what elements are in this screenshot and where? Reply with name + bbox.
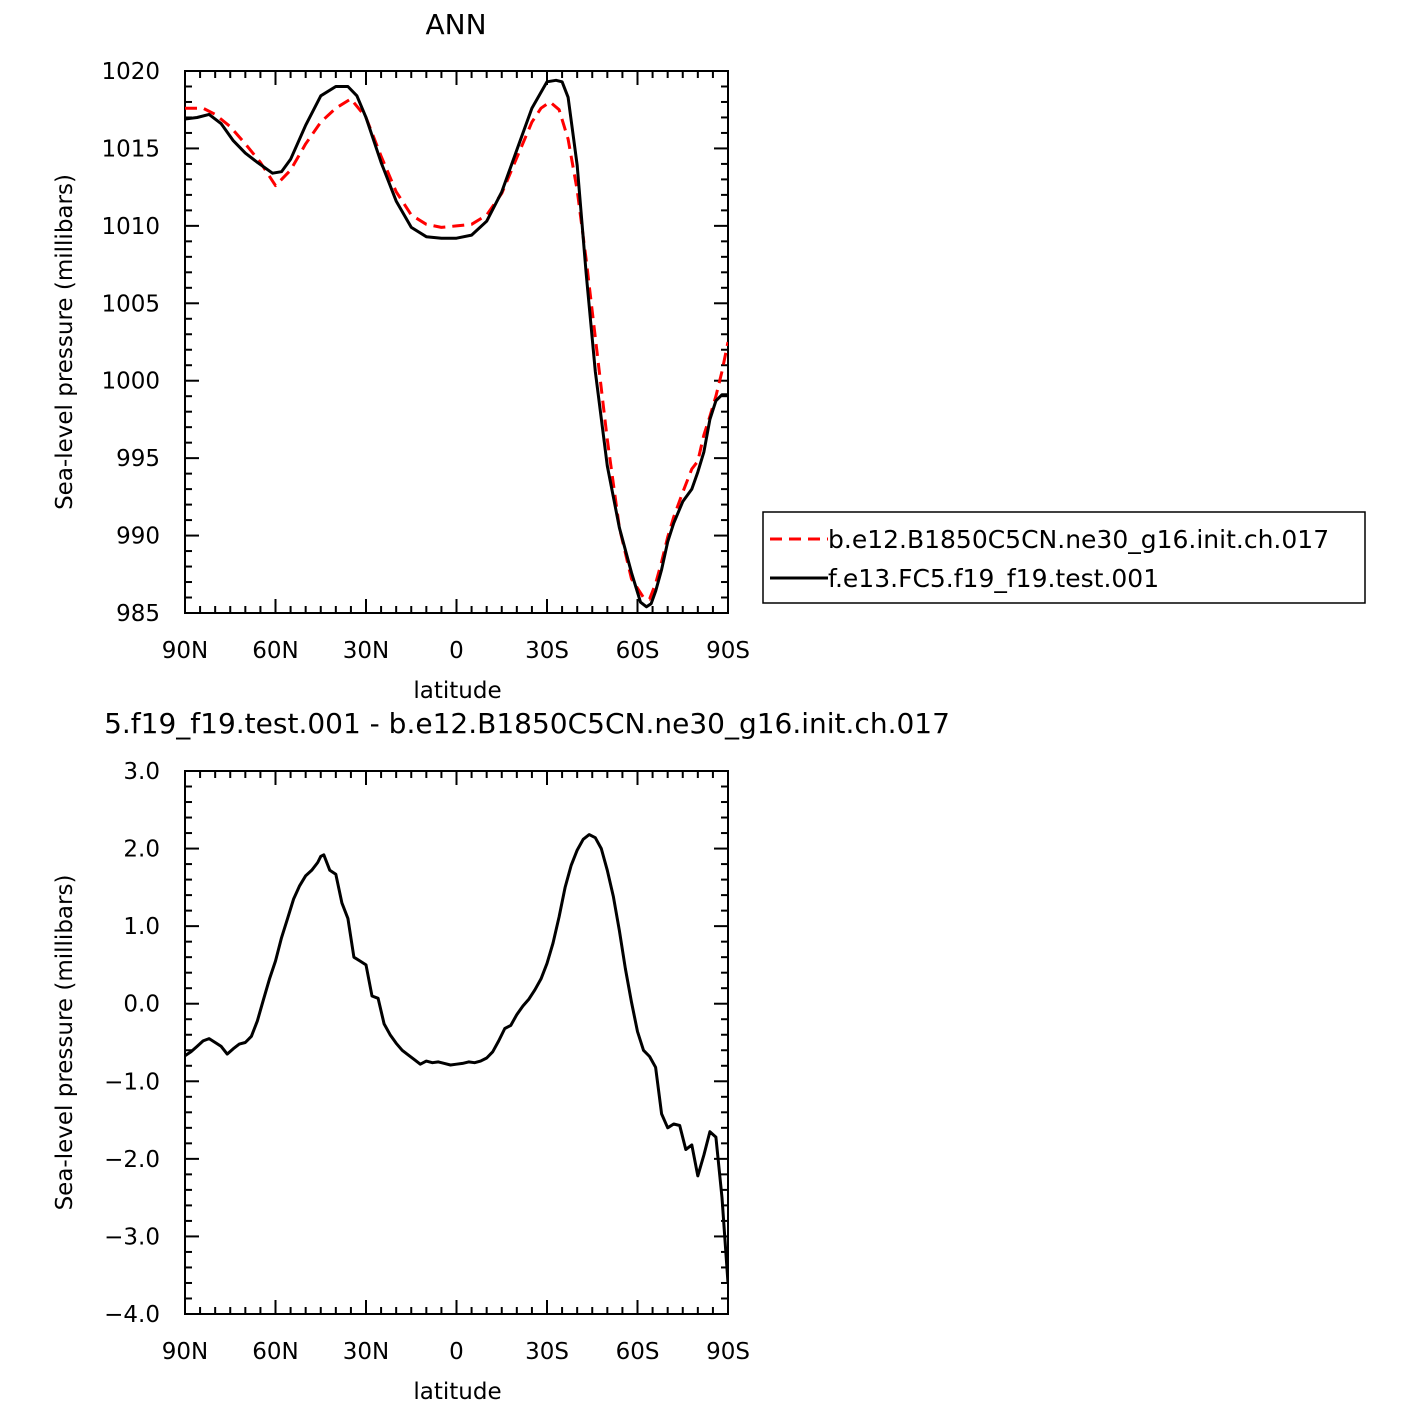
x-tick-label: 60N bbox=[252, 638, 298, 664]
bottom-panel: 90N 60N 30N 0 30S 60S 90S 3.0 2.0 1.0 0.0 −1.0 −2.0 −… bbox=[52, 707, 950, 1405]
y-tick-label: 1015 bbox=[101, 136, 160, 162]
x-axis-title: latitude bbox=[413, 1379, 501, 1405]
y-tick-label: 2.0 bbox=[123, 837, 160, 863]
y-tick-label: 995 bbox=[116, 446, 160, 472]
legend-entry-2: f.e13.FC5.f19_f19.test.001 bbox=[828, 564, 1159, 593]
y-tick-label: −1.0 bbox=[104, 1069, 160, 1095]
x-tick-label: 0 bbox=[449, 638, 464, 664]
x-tick-label: 30S bbox=[525, 1339, 569, 1365]
plot-title: 5.f19_f19.test.001 - b.e12.B1850C5CN.ne3… bbox=[104, 707, 950, 740]
plot-frame bbox=[184, 770, 729, 1315]
x-tick-label: 90N bbox=[162, 1339, 208, 1365]
top-panel: 90N 60N 30N 0 30S 60S 90S 1020 1015 1010 1005 1000 9… bbox=[52, 8, 750, 704]
y-axis-title: Sea-level pressure (millibars) bbox=[52, 875, 78, 1211]
plot-frame bbox=[184, 70, 729, 614]
x-tick-label: 30N bbox=[343, 638, 389, 664]
series-line-2 bbox=[185, 78, 728, 609]
series-line-1 bbox=[185, 97, 728, 601]
y-tick-label: −4.0 bbox=[104, 1302, 160, 1328]
x-tick-label: 0 bbox=[449, 1339, 464, 1365]
y-tick-label: 985 bbox=[116, 601, 160, 627]
y-tick-label: 1005 bbox=[101, 291, 160, 317]
x-tick-label: 30N bbox=[343, 1339, 389, 1365]
legend-box bbox=[762, 511, 1366, 604]
y-tick-label: 990 bbox=[116, 524, 160, 550]
x-tick-label: 30S bbox=[525, 638, 569, 664]
y-tick-label: 1.0 bbox=[123, 914, 160, 940]
plot-title: ANN bbox=[425, 8, 486, 41]
series-line-1 bbox=[185, 833, 728, 1284]
y-tick-label: −3.0 bbox=[104, 1224, 160, 1250]
legend-entry-1: b.e12.B1850C5CN.ne30_g16.init.ch.017 bbox=[828, 525, 1329, 554]
x-tick-label: 60S bbox=[616, 1339, 660, 1365]
y-tick-label: 1020 bbox=[101, 59, 160, 85]
y-tick-label: 1000 bbox=[101, 369, 160, 395]
x-tick-label: 60S bbox=[616, 638, 660, 664]
y-tick-label: 0.0 bbox=[123, 992, 160, 1018]
x-tick-label: 90S bbox=[706, 638, 750, 664]
x-tick-label: 90S bbox=[706, 1339, 750, 1365]
x-axis-title: latitude bbox=[413, 678, 501, 704]
x-tick-label: 60N bbox=[252, 1339, 298, 1365]
x-tick-label: 90N bbox=[162, 638, 208, 664]
legend: b.e12.B1850C5CN.ne30_g16.init.ch.017 f.e… bbox=[762, 511, 1366, 604]
y-tick-label: 3.0 bbox=[123, 759, 160, 785]
y-axis-title: Sea-level pressure (millibars) bbox=[52, 174, 78, 510]
y-tick-label: −2.0 bbox=[104, 1147, 160, 1173]
y-tick-label: 1010 bbox=[101, 214, 160, 240]
